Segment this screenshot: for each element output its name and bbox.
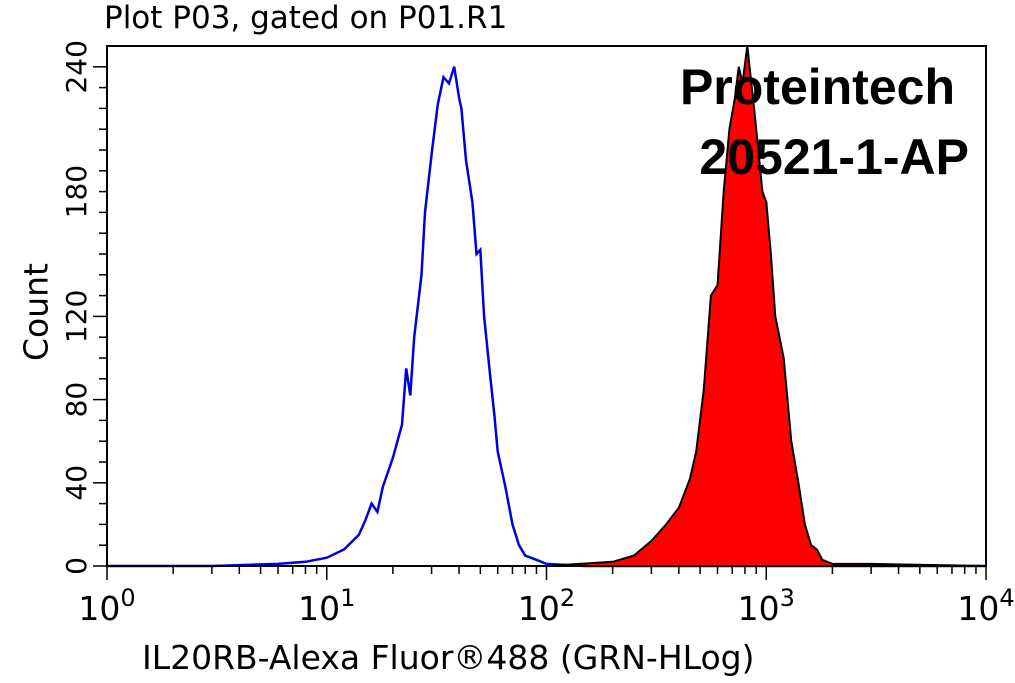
series-1-outline [107, 45, 987, 567]
y-axis: 0 40 80 120 180 240 [60, 40, 107, 575]
y-tick-label: 120 [60, 290, 93, 343]
x-tick-label: 101 [298, 584, 355, 628]
series-0-line [107, 66, 986, 568]
plot-frame [106, 45, 987, 567]
x-tick-label: 102 [518, 584, 575, 628]
y-tick-label: 0 [60, 557, 93, 575]
watermark-brand: Proteintech [679, 59, 955, 115]
y-tick-label: 80 [60, 382, 93, 418]
x-tick-label: 100 [78, 584, 135, 628]
y-axis-label: Count [16, 262, 56, 362]
y-tick-label: 240 [60, 40, 93, 93]
chart-title: Plot P03, gated on P01.R1 [104, 0, 508, 36]
y-tick-label: 180 [60, 165, 93, 218]
watermark-catalog: 20521-1-AP [699, 129, 969, 185]
series-layer [107, 45, 987, 568]
x-tick-label: 103 [738, 584, 795, 628]
series-1-fill [107, 46, 986, 566]
x-tick-label: 104 [957, 584, 1014, 628]
x-axis-label: IL20RB-Alexa Fluor®488 (GRN-HLog) [142, 638, 755, 677]
x-axis: 100 101 102 103 104 [78, 566, 1015, 628]
y-tick-label: 40 [60, 465, 93, 501]
